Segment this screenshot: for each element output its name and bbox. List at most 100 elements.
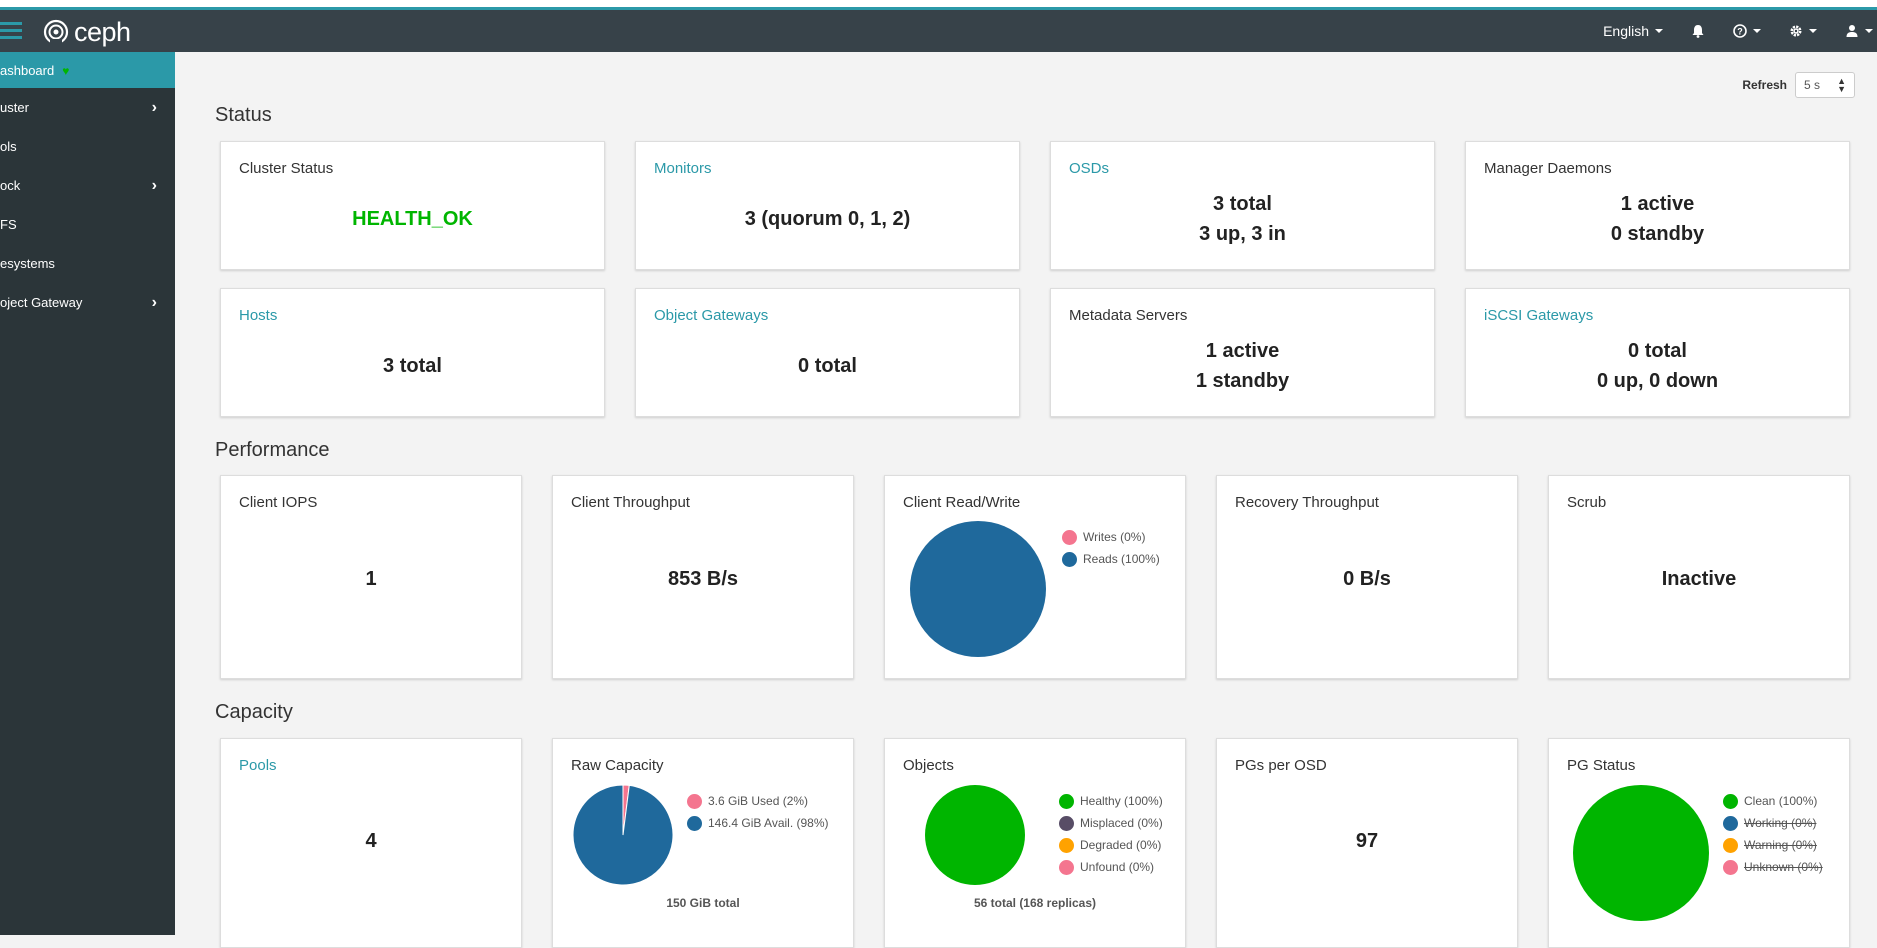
card-osds: OSDs 3 total 3 up, 3 in (1050, 141, 1435, 270)
iscsi-up-down: 0 up, 0 down (1596, 370, 1719, 392)
sidebar-item-block[interactable]: ock › (0, 166, 175, 205)
section-title-capacity: Capacity (215, 701, 293, 723)
main-content: Refresh 5 s ▲ ▼ Status Cluster Status HEA… (175, 52, 1877, 948)
legend-item-used[interactable]: 3.6 GiB Used (2%) (687, 790, 829, 812)
legend-label: Clean (100%) (1744, 794, 1818, 808)
sidebar-item-object-gateway[interactable]: oject Gateway › (0, 283, 175, 322)
help-icon: ? (1733, 24, 1747, 38)
legend-label: Warning (0%) (1744, 838, 1817, 852)
pie-slice-reads[interactable] (910, 521, 1046, 657)
card-title: Manager Daemons (1484, 160, 1612, 177)
legend-label: Writes (0%) (1083, 530, 1146, 544)
legend-item-working[interactable]: Working (0%) (1723, 812, 1823, 834)
mds-active: 1 active (1205, 340, 1280, 362)
sidebar-item-pools[interactable]: ols (0, 127, 175, 166)
card-metadata-servers: Metadata Servers 1 active 1 standby (1050, 288, 1435, 417)
sidebar-item-label: oject Gateway (0, 295, 83, 310)
user-icon (1846, 25, 1858, 37)
legend-swatch (687, 815, 702, 831)
legend-item-degraded[interactable]: Degraded (0%) (1059, 834, 1163, 856)
language-dropdown[interactable]: English (1589, 23, 1677, 39)
monitors-value: 3 (quorum 0, 1, 2) (744, 208, 911, 230)
sidebar-item-label: ock (0, 178, 21, 193)
legend-swatch (1059, 837, 1074, 853)
legend-label: 146.4 GiB Avail. (98%) (708, 816, 829, 830)
card-title: Objects (903, 757, 954, 774)
card-manager-daemons: Manager Daemons 1 active 0 standby (1465, 141, 1850, 270)
notifications-button[interactable] (1677, 24, 1719, 38)
osds-link[interactable]: OSDs (1069, 160, 1110, 177)
sidebar-item-cluster[interactable]: uster › (0, 88, 175, 127)
user-dropdown[interactable] (1831, 24, 1877, 38)
card-object-gateways: Object Gateways 0 total (635, 288, 1020, 417)
chevron-down-icon (1655, 29, 1663, 33)
settings-dropdown[interactable] (1775, 24, 1831, 38)
sidebar-item-filesystems[interactable]: esystems (0, 244, 175, 283)
svg-text:?: ? (1737, 27, 1743, 37)
legend-swatch (1723, 793, 1738, 809)
legend-label: Unfound (0%) (1080, 860, 1155, 874)
card-pools: Pools 4 (220, 738, 522, 948)
legend-swatch (1723, 859, 1738, 875)
legend-swatch (1723, 815, 1738, 831)
scrub-value: Inactive (1661, 568, 1737, 590)
card-title: Raw Capacity (571, 757, 664, 774)
legend-item-warning[interactable]: Warning (0%) (1723, 834, 1823, 856)
card-title: PG Status (1567, 757, 1636, 774)
gear-icon (1790, 25, 1802, 37)
refresh-control: Refresh 5 s ▲ ▼ (1742, 72, 1855, 98)
sidebar-item-dashboard[interactable]: ashboard ♥ (0, 52, 175, 88)
card-title: PGs per OSD (1235, 757, 1327, 774)
recovery-throughput-value: 0 B/s (1343, 568, 1391, 590)
client-iops-value: 1 (365, 568, 377, 590)
help-dropdown[interactable]: ? (1719, 24, 1775, 38)
hosts-value: 3 total (383, 355, 442, 377)
brand-logo[interactable]: ceph (42, 17, 131, 48)
osds-up-in: 3 up, 3 in (1199, 223, 1286, 245)
sidebar: ashboard ♥ uster › ols ock › FS esystems oj… (0, 52, 175, 935)
sidebar-item-nfs[interactable]: FS (0, 205, 175, 244)
legend-item-reads[interactable]: Reads (100%) (1062, 548, 1160, 570)
legend-item-avail[interactable]: 146.4 GiB Avail. (98%) (687, 812, 829, 834)
top-navbar: ceph English ? (0, 10, 1877, 52)
hosts-link[interactable]: Hosts (239, 307, 278, 324)
read-write-legend: Writes (0%) Reads (100%) (1062, 526, 1160, 570)
card-raw-capacity: Raw Capacity 3.6 GiB Used (2%) 146.4 GiB… (552, 738, 854, 948)
iscsi-gateways-link[interactable]: iSCSI Gateways (1484, 307, 1594, 324)
menu-toggle-icon[interactable] (0, 22, 22, 40)
legend-label: Reads (100%) (1083, 552, 1160, 566)
pie-slice-healthy[interactable] (925, 785, 1025, 885)
card-title: Cluster Status (239, 160, 334, 177)
card-hosts: Hosts 3 total (220, 288, 605, 417)
card-client-throughput: Client Throughput 853 B/s (552, 475, 854, 679)
legend-label: Healthy (100%) (1080, 794, 1163, 808)
legend-item-healthy[interactable]: Healthy (100%) (1059, 790, 1163, 812)
legend-item-unfound[interactable]: Unfound (0%) (1059, 856, 1163, 878)
card-objects: Objects Healthy (100%) Misplaced (0%) De… (884, 738, 1186, 948)
pie-slice-avail-[interactable] (573, 785, 673, 885)
legend-item-misplaced[interactable]: Misplaced (0%) (1059, 812, 1163, 834)
card-client-read-write: Client Read/Write Writes (0%) Reads (100… (884, 475, 1186, 679)
sidebar-item-label: ashboard (0, 62, 55, 78)
pie-slice-clean[interactable] (1573, 785, 1709, 921)
legend-label: 3.6 GiB Used (2%) (708, 794, 809, 808)
legend-item-writes[interactable]: Writes (0%) (1062, 526, 1160, 548)
read-write-pie-chart (910, 521, 1046, 657)
object-gateways-link[interactable]: Object Gateways (654, 307, 769, 324)
monitors-link[interactable]: Monitors (654, 160, 712, 177)
manager-standby: 0 standby (1610, 223, 1705, 245)
legend-item-clean[interactable]: Clean (100%) (1723, 790, 1823, 812)
card-scrub: Scrub Inactive (1548, 475, 1850, 679)
brand-name: ceph (74, 17, 131, 47)
refresh-interval-select[interactable]: 5 s ▲ ▼ (1795, 72, 1855, 98)
ceph-logo-icon (43, 19, 69, 47)
client-throughput-value: 853 B/s (667, 568, 739, 590)
card-pg-status: PG Status Clean (100%) Working (0%) Warn… (1548, 738, 1850, 948)
heart-icon: ♥ (62, 63, 70, 78)
sort-arrows-icon: ▲ ▼ (1837, 76, 1846, 94)
legend-item-unknown[interactable]: Unknown (0%) (1723, 856, 1823, 878)
chevron-down-icon (1865, 29, 1873, 33)
legend-swatch (687, 793, 702, 809)
pools-link[interactable]: Pools (239, 757, 277, 774)
pg-status-pie-chart (1573, 785, 1709, 921)
